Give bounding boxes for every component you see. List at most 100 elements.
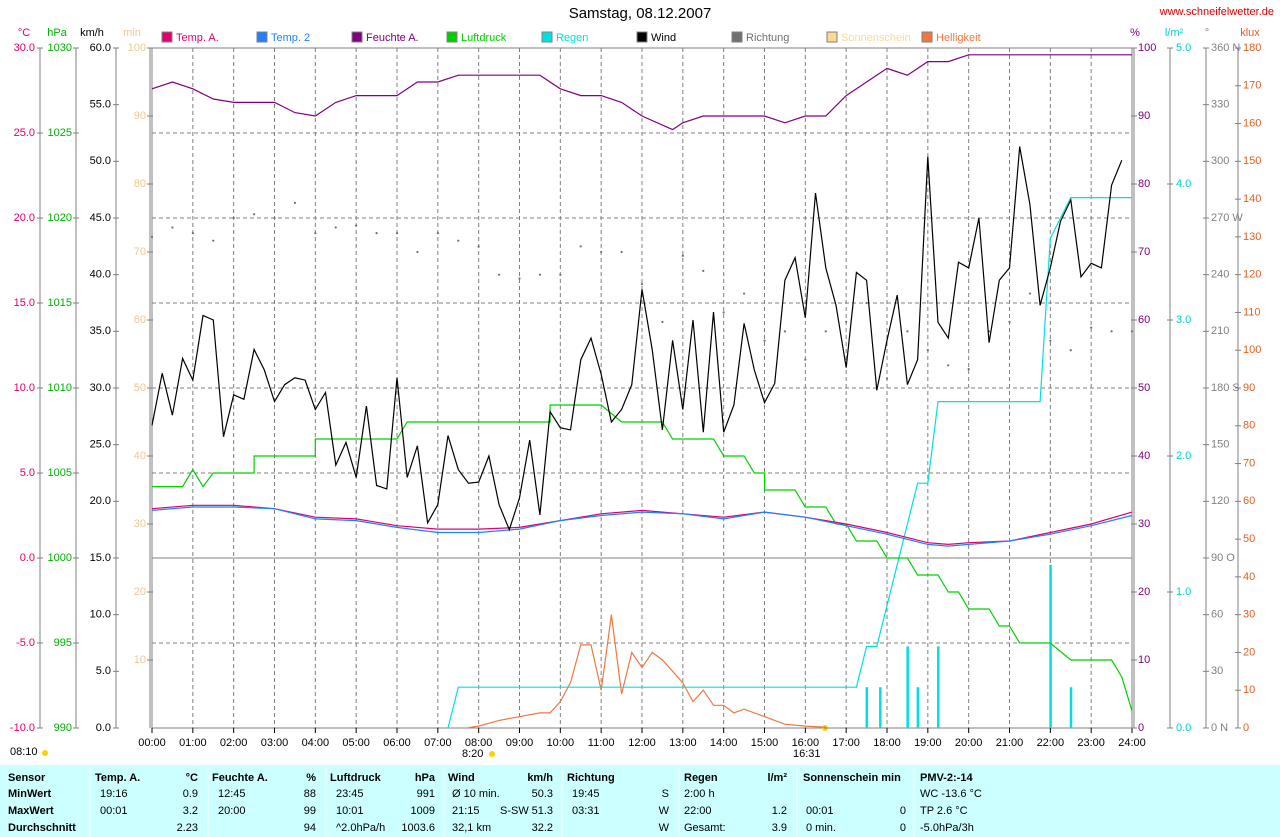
direction-dot [232,216,235,220]
y-tick-label: 80 [134,178,146,190]
table-header: Sonnenschein min [803,772,901,784]
y-tick-label: 170 [1243,80,1261,92]
x-tick-label: 10:00 [547,737,575,749]
table-cell: 0.9 [183,788,198,800]
axis-unit: min [123,27,141,39]
y-tick-label: 140 [1243,193,1261,205]
direction-dot [538,273,542,276]
y-tick-label: 0.0 [96,722,111,734]
y-tick-label: 90 [1138,110,1150,122]
direction-dot [1028,292,1032,295]
y-tick-label: 15.0 [14,297,35,309]
direction-dot [661,320,664,323]
y-tick-label: 330 [1211,99,1229,111]
y-tick-label: 0 N [1211,722,1228,734]
y-tick-label: 60 [1211,609,1223,621]
table-cell: ^2.0hPa/h [336,822,385,834]
table-cell: 94 [304,822,316,834]
direction-dot [845,320,848,323]
table-cell: 2:00 h [684,788,715,800]
direction-dot [150,235,154,238]
sun-icon [42,750,48,756]
y-tick-label: 60 [1138,314,1150,326]
y-tick-label: 1.0 [1176,586,1191,598]
y-tick-label: 20 [1138,586,1150,598]
y-tick-label: 50.0 [90,155,111,167]
y-tick-label: 120 [1211,495,1229,507]
direction-dot [436,232,439,235]
direction-dot [783,330,787,333]
legend-label: Feuchte A. [366,32,419,44]
table-cell: 50.3 [532,788,553,800]
y-tick-label: 55.0 [90,99,111,111]
y-tick-label: 90 O [1211,552,1235,564]
axis-unit: km/h [80,27,104,39]
table-header: Sensor [8,772,46,784]
y-tick-label: 1010 [48,382,72,394]
legend-label: Luftdruck [461,32,507,44]
y-tick-label: 10 [134,654,146,666]
y-tick-label: 3.0 [1176,314,1191,326]
axis-unit: klux [1240,27,1260,39]
x-tick-label: 20:00 [955,737,983,749]
y-tick-label: 30 [1243,609,1255,621]
x-tick-label: 09:00 [506,737,534,749]
direction-dot [191,232,194,235]
annotation: 8:20 [462,748,483,760]
table-header: Feuchte A. [212,772,268,784]
y-tick-label: 0.0 [20,552,35,564]
x-tick-label: 03:00 [261,737,289,749]
y-tick-label: 990 [54,722,72,734]
y-tick-label: 10.0 [90,609,111,621]
y-tick-label: 25.0 [14,127,35,139]
x-tick-label: 08:00 [465,737,493,749]
direction-dot [416,250,419,254]
annotation: 16:31 [793,748,821,760]
y-tick-label: 50 [1243,533,1255,545]
series-line [151,504,1133,546]
y-tick-label: 2.0 [1176,450,1191,462]
direction-dot [559,273,562,276]
table-cell: W [659,805,670,817]
y-tick-label: 1020 [48,212,72,224]
x-tick-label: 12:00 [628,737,656,749]
x-tick-label: 06:00 [383,737,411,749]
table-cell: 20:00 [218,805,246,817]
series-line [468,614,826,729]
direction-dot [1069,349,1072,352]
direction-dot [620,250,623,254]
y-tick-label: 40.0 [90,269,111,281]
y-tick-label: 70 [1138,246,1150,258]
table-cell: 00:01 [806,805,834,817]
table-cell: S [662,788,669,800]
y-tick-label: 4.0 [1176,178,1191,190]
direction-dot [824,330,827,333]
y-tick-label: 10 [1243,684,1255,696]
y-tick-label: 1025 [48,127,72,139]
y-tick-label: 30.0 [90,382,111,394]
y-tick-label: 40 [134,450,146,462]
direction-dot [293,201,297,204]
x-tick-label: 15:00 [751,737,779,749]
y-tick-label: 50 [1138,382,1150,394]
series-line [152,404,1133,712]
sun-icon [489,751,495,757]
legend-label: Wind [651,32,676,44]
rain-bar [937,646,940,728]
table-header: Wind [448,772,475,784]
axis-unit: l/m² [1165,27,1184,39]
legend-label: Helligkeit [936,32,981,44]
y-tick-label: 100 [128,42,146,54]
direction-dot [702,269,705,272]
table-cell: Ø 10 min. [452,788,500,800]
direction-dot [926,349,929,352]
x-tick-label: 21:00 [996,737,1024,749]
table-cell: 22:00 [684,805,712,817]
direction-dot [273,216,276,220]
direction-dot [355,224,358,227]
y-tick-label: 100 [1138,42,1156,54]
y-tick-label: 210 [1211,325,1229,337]
table-cell: 10:01 [336,805,364,817]
direction-dot [681,254,684,257]
x-tick-label: 02:00 [220,737,248,749]
